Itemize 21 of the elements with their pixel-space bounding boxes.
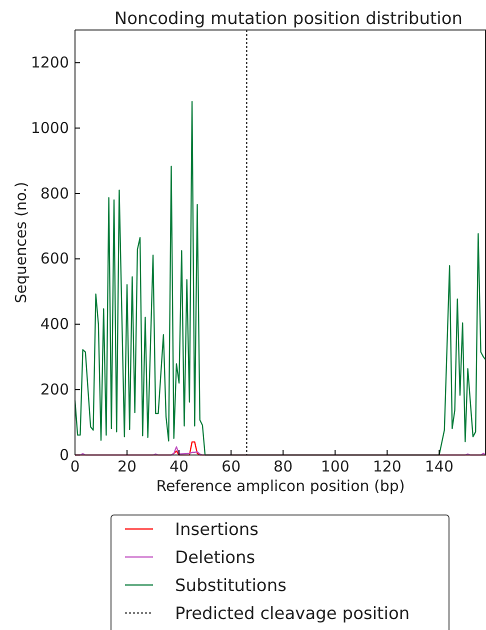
y-tick-label: 400 bbox=[40, 315, 69, 334]
y-tick-label: 600 bbox=[40, 250, 69, 268]
y-tick-label: 0 bbox=[59, 446, 69, 464]
x-tick-label: 80 bbox=[274, 458, 293, 476]
x-tick-label: 40 bbox=[170, 458, 189, 476]
legend-label: Substitutions bbox=[175, 576, 287, 596]
chart-title: Noncoding mutation position distribution bbox=[114, 9, 463, 29]
x-tick-label: 60 bbox=[222, 458, 241, 476]
y-tick-label: 1000 bbox=[30, 118, 69, 137]
y-tick-label: 1200 bbox=[30, 53, 69, 72]
y-tick-label: 200 bbox=[40, 380, 69, 398]
legend-label: Predicted cleavage position bbox=[175, 604, 410, 624]
x-tick-label: 20 bbox=[117, 458, 137, 476]
y-axis-title: Sequences (no.) bbox=[12, 182, 30, 304]
x-tick-label: 100 bbox=[320, 458, 350, 476]
legend-label: Deletions bbox=[175, 548, 256, 568]
x-tick-label: 140 bbox=[424, 458, 454, 476]
y-tick-label: 800 bbox=[40, 184, 69, 202]
x-tick-label: 120 bbox=[372, 458, 402, 476]
x-axis-title: Reference amplicon position (bp) bbox=[156, 477, 405, 495]
legend-label: Insertions bbox=[175, 520, 259, 540]
